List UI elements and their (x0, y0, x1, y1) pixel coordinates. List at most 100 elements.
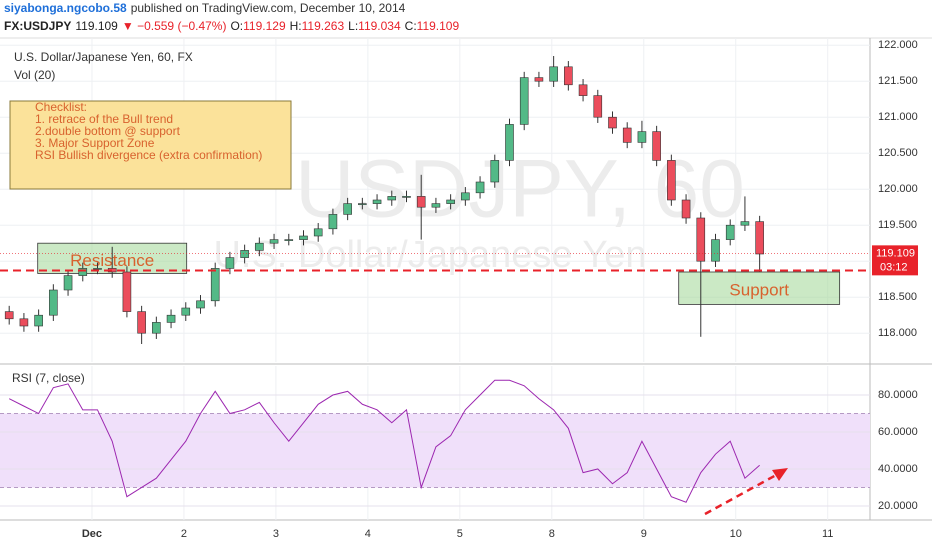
y-tick-label: 121.000 (878, 111, 918, 123)
y-tick-label: 120.500 (878, 147, 918, 159)
rsi-title: RSI (7, close) (12, 371, 85, 385)
candle-body (696, 217, 706, 262)
x-tick-label: 8 (549, 528, 555, 540)
y-tick-label: 118.000 (878, 327, 917, 339)
candle-body (313, 228, 323, 237)
zone-label: Support (729, 281, 789, 300)
y-tick-label: 122.000 (878, 39, 918, 51)
candle-body (34, 314, 43, 327)
candle-body (608, 116, 617, 129)
checklist-line: 3. Major Support Zone (35, 136, 155, 150)
candle-body (372, 199, 382, 204)
header-text: C: (405, 19, 417, 33)
candle-body (225, 257, 235, 269)
candle-body (578, 84, 588, 96)
candle-body (299, 235, 308, 240)
candle-body (416, 196, 426, 208)
candle-body (667, 160, 676, 201)
candle-body (181, 307, 191, 316)
candle-body (240, 250, 249, 258)
panel-subtitle: Vol (20) (14, 68, 55, 82)
y-tick-label: 20.0000 (878, 500, 918, 512)
x-tick-label: Dec (82, 528, 102, 540)
candle-body (431, 203, 441, 208)
candle-body (122, 271, 132, 312)
y-tick-label: 40.0000 (878, 463, 918, 475)
candle-body (328, 214, 338, 230)
candle-body (210, 268, 220, 302)
divergence-arrow (704, 472, 779, 516)
candle-body (19, 318, 29, 327)
candle-body (137, 311, 146, 334)
header-text: ▼ −0.559 (−0.47%) (122, 19, 227, 33)
header-text: 119.109 (75, 19, 118, 33)
header-text: H: (290, 19, 302, 33)
candle-body (93, 268, 102, 270)
last-price-box (872, 245, 918, 276)
header-text: L: (348, 19, 358, 33)
x-tick-label: 10 (730, 528, 742, 540)
panel-title: U.S. Dollar/Japanese Yen, 60, FX (14, 50, 193, 64)
header-text: FX:USDJPY (4, 19, 71, 33)
header-text: 119.109 (417, 19, 460, 33)
checklist-line: 1. retrace of the Bull trend (35, 112, 173, 126)
plot (0, 56, 870, 503)
candle-body (652, 131, 661, 161)
header-text: 119.263 (302, 19, 345, 33)
candle-body (490, 160, 500, 183)
candle-body (387, 196, 397, 201)
candle-body (152, 322, 161, 334)
y-tick-label: 119.500 (878, 219, 917, 231)
candle-body (358, 203, 367, 205)
header-text: 119.034 (358, 19, 401, 33)
checklist: Checklist:1. retrace of the Bull trend2.… (35, 100, 262, 162)
candle-body (4, 311, 14, 320)
candle-body (740, 221, 750, 226)
candle-body (475, 181, 485, 194)
x-tick-label: 9 (641, 528, 647, 540)
checklist-box (9, 100, 292, 190)
candle-body (269, 239, 279, 244)
candle-body (711, 239, 720, 262)
y-tick-label: 80.0000 (878, 389, 918, 401)
candle-body (196, 300, 205, 309)
checklist-line: 2.double bottom @ support (35, 124, 181, 138)
candle-body (622, 127, 632, 143)
grid (0, 38, 870, 520)
candle-body (725, 224, 735, 240)
rsi-line (8, 379, 760, 503)
candle-body (63, 275, 73, 291)
candle-body (461, 192, 470, 201)
x-tick-label: 2 (181, 528, 187, 540)
header: siyabonga.ngcobo.58 published on TradingV… (4, 1, 459, 33)
candle-body (519, 77, 529, 125)
countdown: 03:12 (880, 261, 908, 273)
candle-body (505, 124, 514, 161)
x-tick-label: 5 (457, 528, 463, 540)
candle-body (255, 242, 264, 251)
x-tick-label: 4 (365, 528, 371, 540)
header-text: 119.129 (243, 19, 286, 33)
x-tick-label: 3 (273, 528, 279, 540)
checklist-line: Checklist: (35, 100, 87, 114)
zone (678, 271, 841, 305)
candle-body (402, 196, 411, 198)
watermark: USDJPY, 60 (295, 144, 745, 235)
candle-body (49, 289, 58, 316)
last-price-label: 119.109 (876, 247, 915, 259)
candle-body (166, 314, 176, 323)
header-text: siyabonga.ngcobo.58 (4, 1, 127, 15)
header-text: published on TradingView.com, December 1… (131, 1, 406, 15)
watermark-subtitle: U.S. Dollar/Japanese Yen (213, 234, 646, 276)
y-tick-label: 121.500 (878, 75, 918, 87)
x-tick-label: 11 (822, 528, 833, 540)
candle-body (549, 66, 558, 82)
candle-body (534, 77, 544, 82)
y-tick-label: 60.0000 (878, 426, 918, 438)
candle-body (637, 131, 647, 143)
checklist-line: RSI Bullish divergence (extra confirmati… (35, 148, 262, 162)
header-text: O: (230, 19, 243, 33)
y-tick-label: 118.500 (878, 291, 917, 303)
candle-body (284, 239, 294, 241)
